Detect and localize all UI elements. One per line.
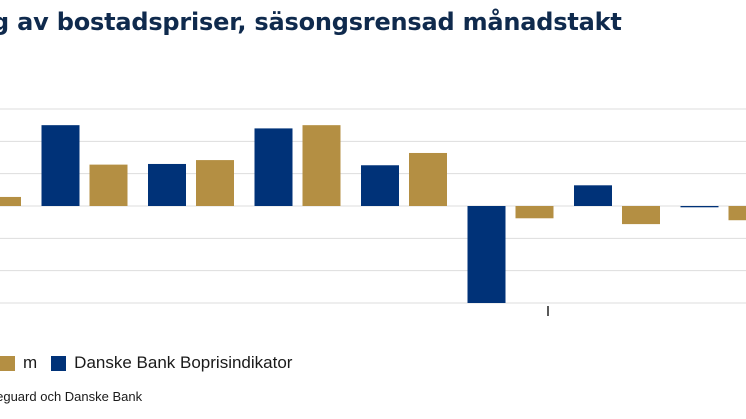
bar-s1-c3	[302, 125, 341, 206]
bar-s0-c6	[574, 185, 612, 206]
legend-label-1: Danske Bank Boprisindikator	[74, 353, 293, 372]
bar-s1-c1	[89, 164, 128, 206]
bar-s0-c1	[41, 125, 80, 206]
bar-s1-c4	[409, 152, 447, 206]
legend-label-0: m	[23, 353, 38, 372]
bar-s0-c2	[148, 163, 186, 206]
legend-item-0: m	[0, 353, 37, 373]
bar-s1-c6	[622, 206, 660, 225]
legend-item-1: Danske Bank Boprisindikator	[37, 353, 292, 373]
bar-s1-c2	[196, 160, 234, 206]
bar-s0-c4	[361, 165, 399, 206]
bar-s0-c3	[254, 128, 293, 206]
legend-swatch-0	[0, 355, 15, 371]
chart-title: g av bostadspriser, säsongsrensad månads…	[0, 8, 622, 36]
bar-s1-c7	[728, 206, 746, 221]
bar-s0-c5	[467, 206, 506, 303]
bar-s1-c0	[0, 196, 21, 206]
bar-s0-c7	[680, 206, 719, 208]
legend: m Danske Bank Boprisindikator	[0, 352, 292, 374]
bars	[0, 125, 746, 303]
bar-s1-c5	[515, 206, 554, 219]
source-note: lueguard och Danske Bank	[0, 389, 143, 404]
legend-swatch-1	[51, 355, 67, 371]
